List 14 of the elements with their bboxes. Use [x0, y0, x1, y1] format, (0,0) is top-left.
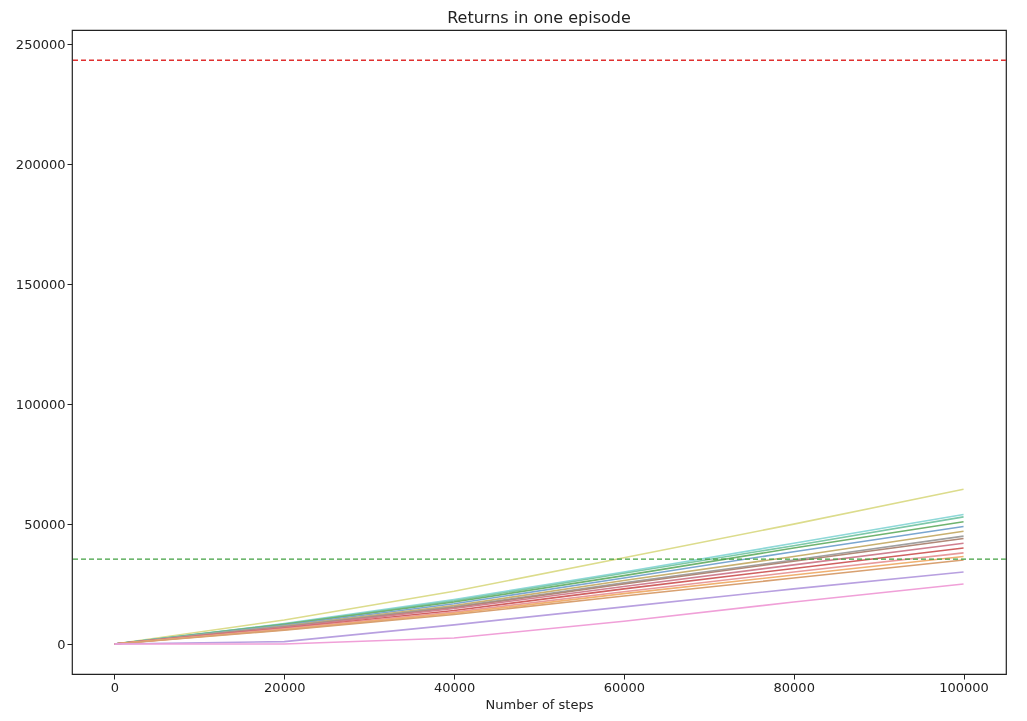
- y-tick-label: 250000: [15, 36, 66, 52]
- x-tick-label: 20000: [264, 679, 306, 695]
- x-axis-title: Number of steps: [485, 696, 594, 712]
- y-tick-label: 0: [57, 636, 66, 652]
- y-tick-label: 100000: [15, 396, 66, 412]
- x-tick-label: 60000: [603, 679, 646, 695]
- x-tick-label: 80000: [773, 679, 815, 695]
- y-tick-label: 150000: [15, 276, 66, 292]
- x-tick-label: 100000: [939, 679, 989, 695]
- x-tick-label: 0: [110, 679, 120, 695]
- x-tick-label: 40000: [433, 679, 476, 695]
- chart-title: Returns in one episode: [447, 8, 631, 27]
- y-tick-label: 200000: [15, 156, 66, 172]
- y-tick-label: 50000: [24, 516, 66, 532]
